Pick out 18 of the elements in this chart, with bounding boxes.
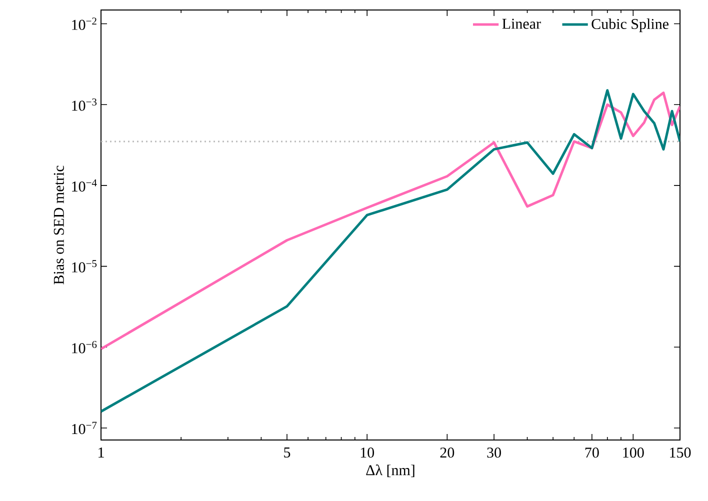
x-tick-label: 20 bbox=[440, 448, 454, 458]
y-axis-title: Bias on SED metric bbox=[54, 166, 64, 284]
legend-label: Cubic Spline bbox=[592, 18, 668, 32]
y-tick-label: 10$^{−6}$ bbox=[72, 340, 97, 354]
legend-label: Linear bbox=[502, 18, 541, 29]
x-tick-label: 150 bbox=[670, 448, 691, 458]
y-tick-label: 10$^{−4}$ bbox=[72, 179, 97, 192]
x-tick-label: 100 bbox=[623, 448, 644, 458]
x-tick-label: 30 bbox=[487, 448, 501, 458]
y-tick-label: 10$^{−2}$ bbox=[72, 18, 96, 30]
x-tick-label: 70 bbox=[585, 448, 599, 458]
x-tick-label: 10 bbox=[360, 448, 374, 458]
y-tick-label: 10$^{−7}$ bbox=[72, 422, 97, 434]
y-tick-label: 10$^{−3}$ bbox=[72, 98, 97, 111]
x-tick-label: 5 bbox=[284, 448, 290, 458]
y-tick-label: 10$^{−5}$ bbox=[72, 260, 97, 272]
x-axis-title: Δλ [nm] bbox=[366, 464, 414, 478]
x-tick-label: 1 bbox=[98, 448, 104, 458]
